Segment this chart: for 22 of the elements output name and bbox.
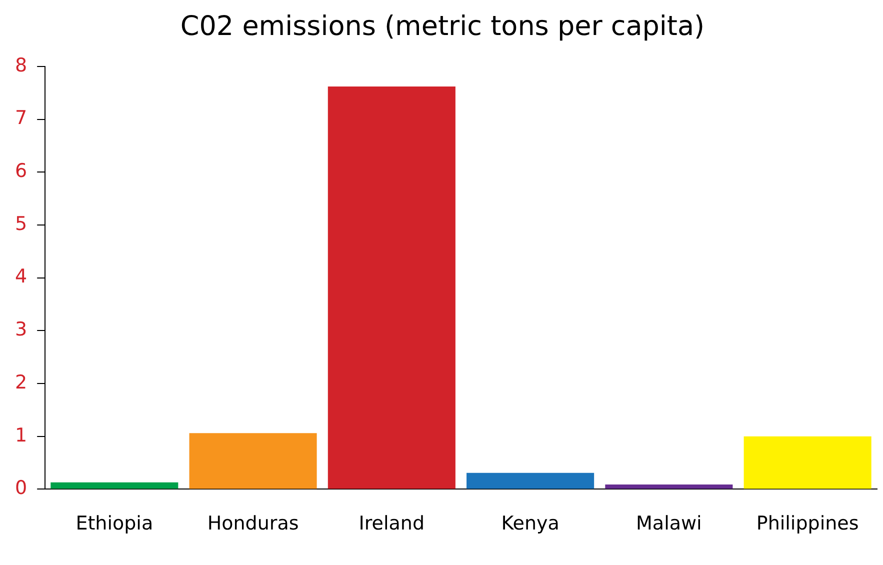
x-tick-label: Kenya [501,512,560,535]
y-tick-label: 0 [14,477,28,500]
x-tick-label: Ireland [358,512,425,535]
y-tick-label: 8 [14,54,28,76]
y-tick-label: 7 [14,107,28,130]
y-tick-label: 6 [14,160,28,182]
chart-title: C02 emissions (metric tons per capita) [180,11,705,42]
x-tick-label: Malawi [636,512,702,535]
bar [744,436,872,489]
bar [466,472,594,489]
bar [189,433,317,489]
y-tick-label: 5 [14,212,28,235]
y-tick-label: 2 [14,371,28,394]
y-tick-label: 1 [14,424,28,446]
y-tick-label: 4 [14,266,28,288]
x-tick-label: Honduras [207,512,299,535]
bar [328,86,456,489]
x-tick-label: Philippines [756,512,859,535]
y-tick-label: 3 [14,318,28,341]
bar [50,482,178,489]
bar [605,484,733,489]
x-tick-label: Ethiopia [76,512,154,535]
